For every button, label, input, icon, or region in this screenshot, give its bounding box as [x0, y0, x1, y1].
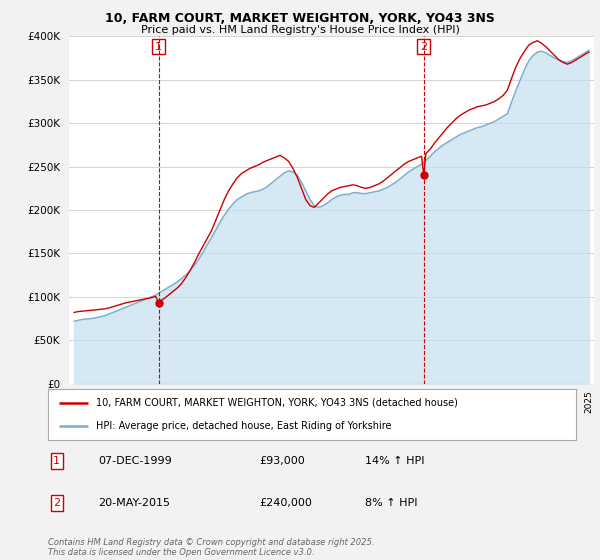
- Text: 8% ↑ HPI: 8% ↑ HPI: [365, 498, 418, 508]
- Text: 10, FARM COURT, MARKET WEIGHTON, YORK, YO43 3NS (detached house): 10, FARM COURT, MARKET WEIGHTON, YORK, Y…: [95, 398, 457, 408]
- Text: 2: 2: [53, 498, 61, 508]
- Text: 1: 1: [155, 41, 162, 52]
- Text: 20-MAY-2015: 20-MAY-2015: [98, 498, 170, 508]
- Text: 1: 1: [53, 456, 60, 466]
- Text: 14% ↑ HPI: 14% ↑ HPI: [365, 456, 424, 466]
- Text: Contains HM Land Registry data © Crown copyright and database right 2025.
This d: Contains HM Land Registry data © Crown c…: [48, 538, 374, 557]
- Text: £93,000: £93,000: [259, 456, 305, 466]
- Text: 07-DEC-1999: 07-DEC-1999: [98, 456, 172, 466]
- Text: £240,000: £240,000: [259, 498, 312, 508]
- Text: 10, FARM COURT, MARKET WEIGHTON, YORK, YO43 3NS: 10, FARM COURT, MARKET WEIGHTON, YORK, Y…: [105, 12, 495, 25]
- Text: Price paid vs. HM Land Registry's House Price Index (HPI): Price paid vs. HM Land Registry's House …: [140, 25, 460, 35]
- Text: HPI: Average price, detached house, East Riding of Yorkshire: HPI: Average price, detached house, East…: [95, 421, 391, 431]
- Text: 2: 2: [420, 41, 427, 52]
